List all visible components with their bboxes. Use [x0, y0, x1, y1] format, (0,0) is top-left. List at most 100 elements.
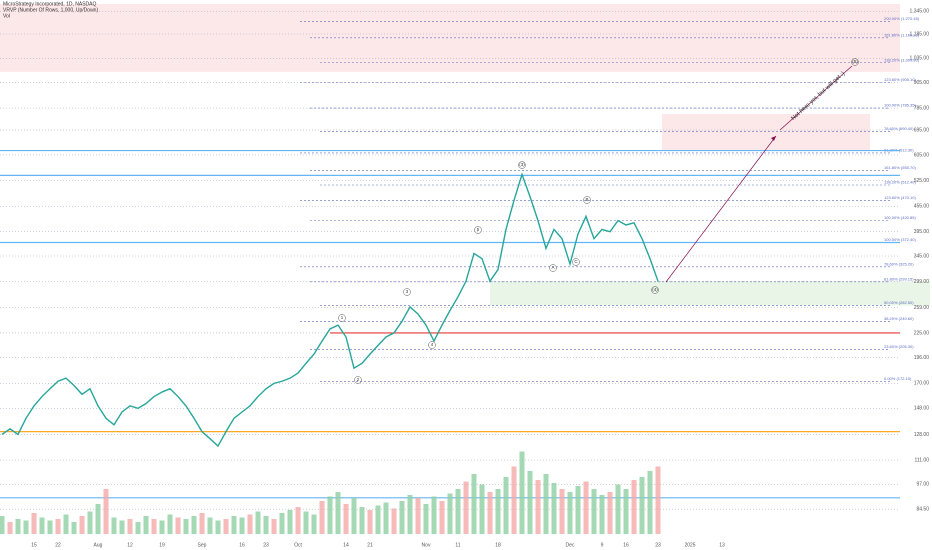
y-tick-label: 525.00	[914, 178, 930, 184]
volume-bar	[79, 516, 85, 534]
volume-bar	[495, 489, 501, 534]
volume-bar	[23, 520, 29, 534]
x-tick-label: 21	[367, 542, 373, 548]
x-tick-label: 13	[719, 542, 725, 548]
x-tick-label: 16	[623, 542, 629, 548]
volume-bar	[111, 517, 117, 534]
volume-bar	[295, 507, 301, 534]
y-tick-label: 1,185.00	[910, 31, 930, 37]
volume-bar	[135, 522, 141, 534]
volume-bar	[431, 496, 437, 534]
fib-label: 50.00% (262.50)	[884, 300, 914, 305]
volume-bar	[0, 516, 5, 534]
y-tick-label: 259.00	[914, 305, 930, 311]
volume-bar	[399, 501, 405, 534]
volume-bar	[311, 514, 317, 534]
volume-bar	[87, 511, 93, 534]
volume-bar	[591, 489, 597, 534]
volume-bar	[239, 517, 245, 534]
x-tick-label: 23	[263, 542, 269, 548]
x-tick-label: 15	[31, 542, 37, 548]
volume-bar	[175, 517, 181, 534]
volume-bar	[215, 520, 221, 534]
x-tick-label: 22	[55, 542, 61, 548]
volume-bar	[71, 522, 77, 534]
volume-bar	[607, 492, 613, 534]
y-tick-label: 225.00	[914, 330, 930, 336]
fib-label: 38.20% (240.60)	[884, 316, 914, 321]
wave-marker	[474, 226, 482, 234]
volume-bar	[103, 489, 109, 534]
volume-bar	[255, 511, 261, 534]
volume-bar	[247, 514, 253, 534]
wave-marker	[403, 288, 411, 296]
fib-label: 138.20% (512.40)	[884, 180, 916, 185]
volume-bar	[287, 510, 293, 534]
volume-bar	[335, 492, 341, 534]
volume-bar	[439, 501, 445, 534]
wave-label: (4)	[652, 287, 658, 292]
volume-bar	[151, 519, 157, 534]
fib-label: 200.00% (1,270.45)	[884, 16, 920, 21]
projection-arrow	[779, 65, 853, 131]
y-tick-label: 455.00	[914, 204, 930, 210]
x-tick-label: 12	[127, 542, 133, 548]
fib-label: 61.80% (612.30)	[884, 147, 914, 152]
volume-bar	[127, 519, 133, 534]
x-tick-label: 19	[159, 542, 165, 548]
fib-label: 123.60% (470.10)	[884, 195, 916, 200]
volume-bar	[63, 514, 69, 534]
volume-bar	[455, 489, 461, 534]
volume-bar	[343, 504, 349, 534]
wave-label: 1	[341, 315, 344, 320]
volume-bar	[383, 502, 389, 534]
x-tick-label: 9	[601, 542, 604, 548]
volume-bar	[351, 498, 357, 534]
fib-label: 123.60% (905.10)	[884, 77, 916, 82]
indicator-label: VRVP (Number Of Rows, 1,000, Up/Down)	[3, 7, 98, 13]
volume-label: Vol	[3, 13, 10, 19]
volume-bar	[527, 471, 533, 534]
y-tick-label: 170.00	[914, 381, 930, 387]
wave-marker	[851, 58, 859, 66]
volume-bar	[503, 477, 509, 534]
y-tick-label: 695.00	[914, 127, 930, 133]
y-tick-label: 1,345.00	[910, 9, 930, 15]
volume-bar	[231, 516, 237, 534]
fib-label: 78.60% (325.20)	[884, 261, 914, 266]
y-tick-label: 196.00	[914, 355, 930, 361]
zone	[662, 113, 870, 151]
plot: 1,345.00 1,185.00 1,035.00 905.00 785.00 695.…	[0, 4, 930, 548]
volume-bar	[7, 522, 13, 534]
volume-bar	[95, 504, 101, 534]
volume-bar	[143, 516, 149, 534]
wave-label: C	[574, 259, 578, 264]
volume-bar	[391, 508, 397, 534]
volume-bar	[471, 474, 477, 534]
volume-bar	[615, 484, 621, 534]
fib-label: 0.00% (172.10)	[884, 376, 912, 381]
x-tick-label: 18	[495, 542, 501, 548]
wave-marker	[338, 314, 346, 322]
y-tick-label: 1,035.00	[910, 56, 930, 62]
volume-bar	[207, 517, 213, 534]
y-tick-label: 111.00	[914, 457, 929, 463]
y-tick-label: 395.00	[914, 229, 930, 235]
volume-bar	[271, 519, 277, 534]
fib-label: 138.20% (1,009.80)	[884, 57, 920, 62]
volume-bar	[183, 519, 189, 534]
x-tick-label: 11	[455, 542, 460, 548]
volume-bar	[327, 496, 333, 534]
volume-bar	[655, 466, 661, 534]
volume-bar	[407, 495, 413, 534]
volume-bar	[559, 489, 565, 534]
volume-bar	[15, 519, 21, 534]
arrow-head	[771, 136, 776, 141]
volume-bar	[447, 493, 453, 534]
wave-label: 4	[431, 342, 434, 347]
volume-bar	[223, 519, 229, 534]
projection-arrow	[665, 135, 777, 283]
y-tick-label: 605.00	[914, 152, 930, 158]
